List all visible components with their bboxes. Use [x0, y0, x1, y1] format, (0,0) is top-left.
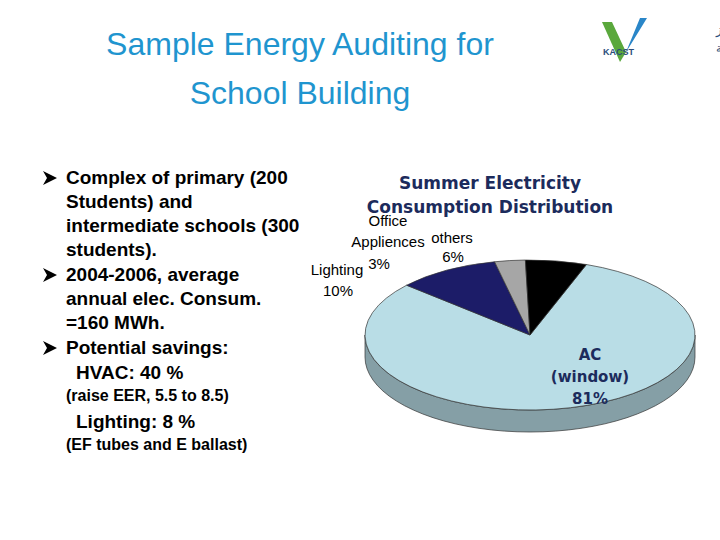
- sub-text: Lighting: 8 %: [66, 410, 304, 434]
- bullet-text: Complex of primary (200 Students) and in…: [66, 166, 304, 262]
- logo-acronym: KACST: [603, 47, 635, 57]
- bullet-list: Complex of primary (200 Students) and in…: [42, 166, 304, 459]
- pie-top: [365, 260, 695, 410]
- chart-title-line: Summer Electricity: [399, 173, 581, 193]
- category-label-line: (window): [551, 368, 629, 386]
- data-labels: AC (window) 81% Lighting 10% Office Appliences…: [311, 212, 629, 408]
- category-label: Lighting: [311, 261, 364, 278]
- pie-slice: [495, 260, 530, 335]
- bullet-item: 2004-2006, average annual elec. Consum. …: [42, 263, 304, 335]
- bullet-arrow: [42, 267, 58, 283]
- sub-note: (raise EER, 5.5 to 8.5): [66, 385, 304, 407]
- sub-text: HVAC: 40 %: [66, 361, 304, 385]
- bullet-arrow-shape: [43, 268, 57, 282]
- category-label: others: [431, 229, 473, 246]
- category-label-line: AC: [579, 346, 602, 364]
- category-label-line: others: [431, 229, 473, 246]
- slide-title: Sample Energy Auditing for School Buildi…: [60, 20, 540, 118]
- bullet-item: Potential savings:HVAC: 40 %(raise EER, …: [42, 336, 304, 456]
- value-label: 6%: [442, 248, 464, 265]
- bullet-text: 2004-2006, average annual elec. Consum. …: [66, 263, 304, 335]
- sub-note: (EF tubes and E ballast): [66, 434, 304, 456]
- category-label-line: Appliences: [351, 233, 424, 250]
- category-label-line: Office: [369, 212, 408, 229]
- chart-title: Summer ElectricityConsumption Distributi…: [367, 173, 613, 217]
- category-label-line: Lighting: [311, 261, 364, 278]
- bullet-arrow-shape: [43, 171, 57, 185]
- logo-text: للعلوم والتقنية: [716, 41, 720, 56]
- value-label: 3%: [368, 255, 390, 272]
- category-label: AC (window): [551, 346, 629, 386]
- bullet-arrow-shape: [43, 341, 57, 355]
- value-label: 81%: [572, 390, 608, 408]
- logo: مدينة الملك عبدالعزيز للعلوم والتقنية KACS…: [602, 18, 720, 62]
- logo-text: مدينة الملك عبدالعزيز: [715, 23, 720, 38]
- bullet-arrow: [42, 340, 58, 356]
- bullet-text: Potential savings:: [66, 336, 304, 360]
- bullet-item: Complex of primary (200 Students) and in…: [42, 166, 304, 262]
- slide: مدينة الملك عبدالعزيز للعلوم والتقنية KACS…: [0, 0, 720, 540]
- category-label: Office Appliences: [351, 212, 424, 250]
- bullet-arrow: [42, 170, 58, 186]
- value-label: 10%: [323, 282, 353, 299]
- pie-slice: [525, 260, 586, 335]
